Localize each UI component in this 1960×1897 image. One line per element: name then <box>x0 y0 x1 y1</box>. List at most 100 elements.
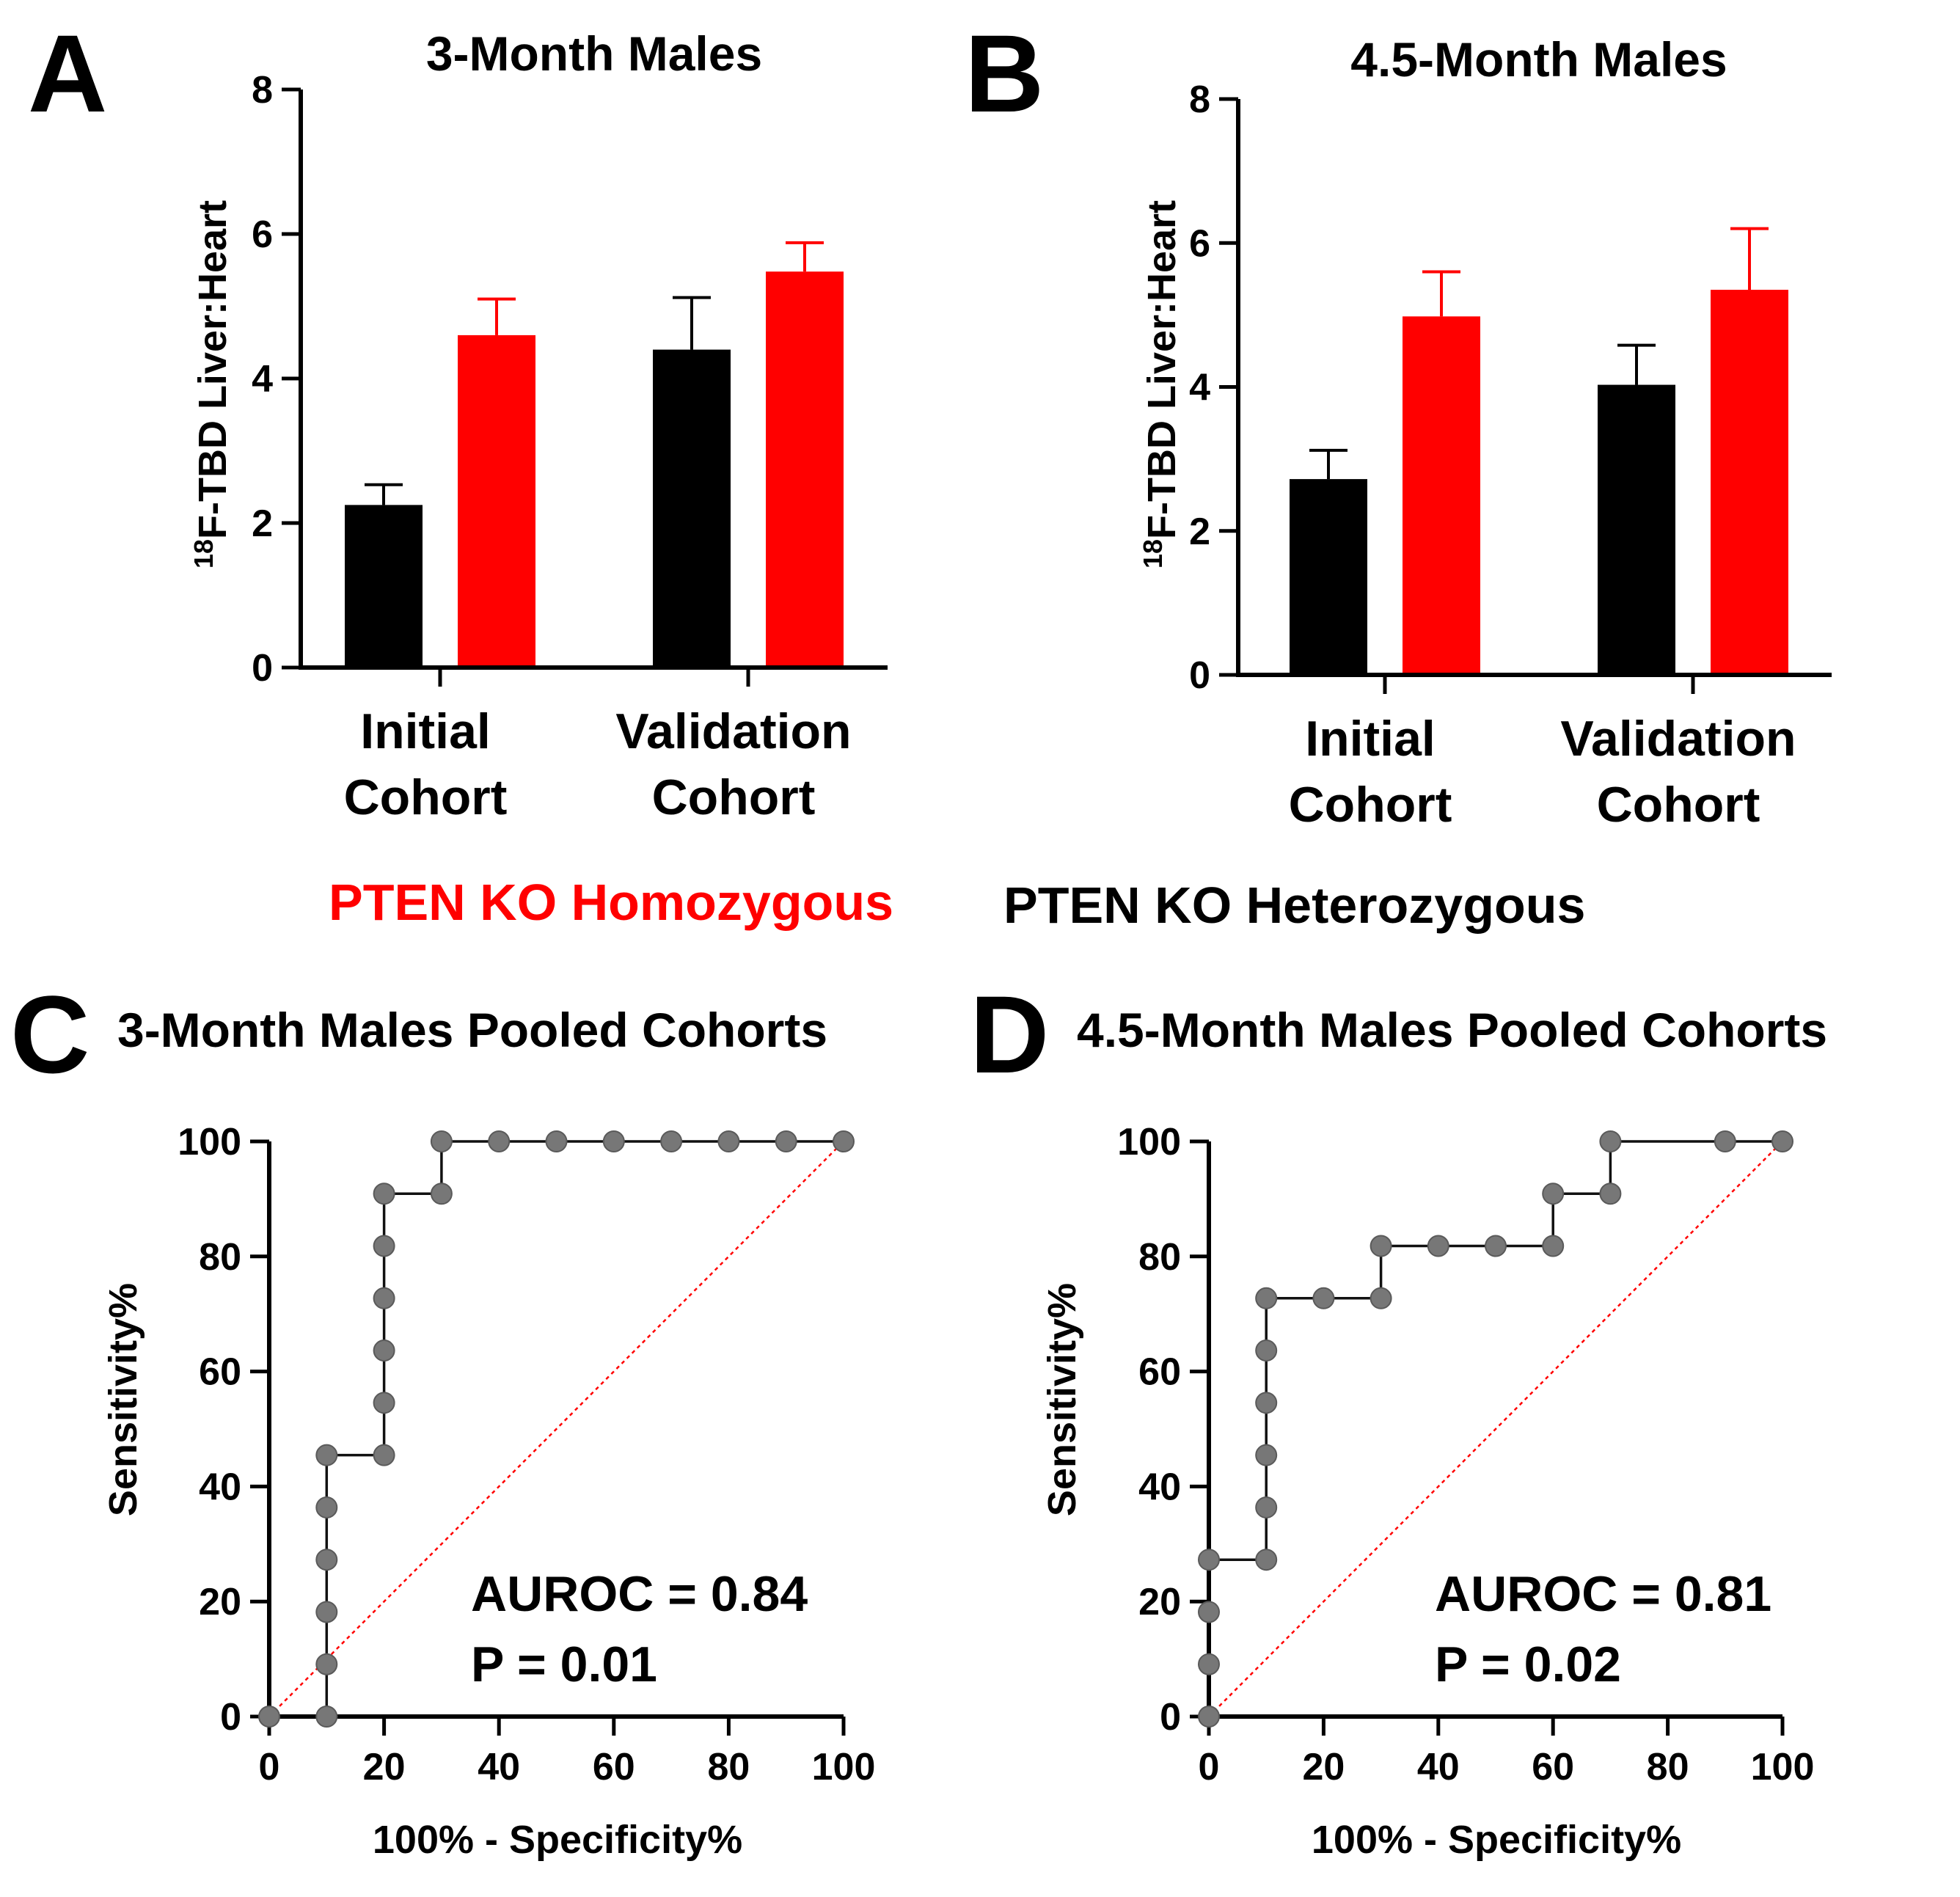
panel-letter-d: D <box>970 973 1049 1096</box>
panel-c-y-tick-label: 100 <box>178 1121 241 1163</box>
panel-d-roc-point <box>1198 1706 1220 1728</box>
panel-a-y-tick-label: 2 <box>252 502 273 545</box>
legend-heterozygous: PTEN KO Heterozygous <box>1003 877 1585 934</box>
panel-c-roc-point <box>430 1130 453 1152</box>
panel-a-y-axis-superscript: 18 <box>189 539 219 569</box>
panel-a-bar-homozygous-validation <box>766 271 844 668</box>
panel-d-roc-point <box>1542 1235 1565 1257</box>
panel-d-y-axis-title: Sensitivity% <box>1040 1283 1084 1516</box>
panel-d-roc-point <box>1771 1130 1793 1152</box>
panel-c-x-tick-label: 100 <box>812 1746 876 1788</box>
panel-d-roc-point <box>1714 1130 1736 1152</box>
panel-b-y-tick-label: 0 <box>1189 654 1210 697</box>
panel-d-y-tick-label: 40 <box>1138 1466 1181 1508</box>
panel-d-auroc: AUROC = 0.81 <box>1435 1566 1771 1622</box>
panel-d-roc-point <box>1312 1287 1335 1309</box>
panel-d-title: 4.5-Month Males Pooled Cohorts <box>1077 1003 1827 1057</box>
panel-c-y-tick-label: 60 <box>199 1351 241 1394</box>
panel-c-roc-point <box>833 1130 855 1152</box>
panel-b-category-label-validation: Validation <box>1560 711 1796 767</box>
panel-b-y-axis-title: 18F-TBD Liver:Heart <box>1138 200 1184 569</box>
panel-d-x-axis-title: 100% - Specificity% <box>1312 1818 1681 1862</box>
panel-d-y-tick-label: 60 <box>1138 1351 1181 1394</box>
panel-d-y-tick-label: 100 <box>1117 1121 1181 1163</box>
panel-c-roc-point <box>775 1130 797 1152</box>
panel-c-p-value: P = 0.01 <box>471 1637 657 1692</box>
panel-a-title: 3-Month Males <box>426 26 762 81</box>
panel-d: D 4.5-Month Males Pooled Cohorts Sensiti… <box>970 973 1827 1862</box>
panel-d-roc-point <box>1542 1183 1565 1205</box>
panel-d-roc-point <box>1599 1130 1622 1152</box>
panel-d-roc-point <box>1370 1287 1392 1309</box>
panel-a-y-axis-title: 18F-TBD Liver:Heart <box>189 200 235 569</box>
panel-c: C 3-Month Males Pooled Cohorts Sensitivi… <box>10 973 875 1862</box>
panel-a-y-tick-label: 0 <box>252 647 273 690</box>
panel-c-auroc: AUROC = 0.84 <box>471 1566 808 1622</box>
panel-b-title: 4.5-Month Males <box>1350 32 1727 87</box>
panel-c-y-axis-title: Sensitivity% <box>101 1283 145 1516</box>
panel-d-roc-point <box>1599 1183 1622 1205</box>
panel-d-plot: 0 20 40 60 80 100 0 20 40 60 80 100 <box>1117 1121 1814 1788</box>
panel-b-y-axis-superscript: 18 <box>1138 539 1168 569</box>
panel-c-x-axis-title: 100% - Specificity% <box>373 1818 742 1862</box>
panel-d-roc-point <box>1485 1235 1507 1257</box>
panel-c-y-tick-label: 80 <box>199 1236 241 1279</box>
panel-c-roc-point <box>315 1653 338 1675</box>
panel-d-x-tick-label: 0 <box>1199 1746 1220 1788</box>
panel-letter-b: B <box>965 12 1044 135</box>
panel-d-roc-point <box>1427 1235 1449 1257</box>
panel-b-y-tick-label: 8 <box>1189 78 1210 121</box>
panel-letter-a: A <box>28 12 107 135</box>
panel-c-roc-curve <box>269 1140 844 1718</box>
panel-c-roc-point <box>315 1706 338 1728</box>
panel-d-x-tick-label: 100 <box>1751 1746 1815 1788</box>
panel-a-y-tick-label: 4 <box>252 358 273 401</box>
panel-d-roc-point <box>1370 1235 1392 1257</box>
panel-c-x-tick-label: 40 <box>478 1746 520 1788</box>
panel-c-roc-point <box>373 1235 395 1257</box>
panel-a-y-tick-label: 8 <box>252 69 273 112</box>
panel-c-title: 3-Month Males Pooled Cohorts <box>117 1003 827 1057</box>
panel-c-x-tick-label: 0 <box>259 1746 280 1788</box>
panel-d-x-tick-label: 60 <box>1532 1746 1574 1788</box>
panel-d-roc-point <box>1255 1549 1278 1571</box>
panel-c-x-tick-label: 80 <box>707 1746 750 1788</box>
panel-c-y-tick-label: 0 <box>220 1696 241 1739</box>
panel-d-roc-point <box>1198 1601 1220 1623</box>
panel-b-category-label-initial: Initial <box>1305 711 1436 767</box>
panel-a-category-label-initial: Cohort <box>344 770 508 825</box>
panel-d-y-tick-label: 0 <box>1160 1696 1181 1739</box>
panel-c-roc-point <box>717 1130 740 1152</box>
panel-d-roc-point <box>1198 1653 1220 1675</box>
panel-b-y-tick-label: 4 <box>1189 367 1210 409</box>
panel-c-roc-point <box>373 1339 395 1362</box>
panel-c-roc-point <box>602 1130 625 1152</box>
legend: PTEN KO Homozygous PTEN KO Heterozygous <box>329 874 1585 934</box>
panel-c-y-tick-label: 20 <box>199 1581 241 1623</box>
panel-a: A 3-Month Males 18F-TBD Liver:Heart 0 2 4 6… <box>28 12 888 825</box>
panel-a-bar-homozygous-initial <box>458 335 535 668</box>
panel-d-p-value: P = 0.02 <box>1435 1637 1621 1692</box>
panel-d-roc-point <box>1255 1392 1278 1414</box>
panel-a-y-axis-label: F-TBD Liver:Heart <box>191 200 235 539</box>
panel-a-plot: 0 2 4 6 8 Initial Cohort Validation Cohort <box>252 69 888 825</box>
panel-b: B 4.5-Month Males 18F-TBD Liver:Heart 0 2… <box>965 12 1832 833</box>
panel-b-bar-homozygous-validation <box>1711 290 1788 675</box>
panel-c-x-tick-label: 60 <box>593 1746 635 1788</box>
panel-d-x-tick-label: 20 <box>1302 1746 1345 1788</box>
panel-c-roc-point <box>373 1183 395 1205</box>
panel-d-roc-point <box>1198 1549 1220 1571</box>
panel-b-y-axis-label: F-TBD Liver:Heart <box>1140 200 1184 539</box>
panel-c-roc-point <box>258 1706 280 1728</box>
panel-a-bar-heterozygous-validation <box>653 349 731 668</box>
panel-c-roc-point <box>488 1130 511 1152</box>
panel-d-x-tick-label: 80 <box>1647 1746 1689 1788</box>
panel-c-roc-point <box>545 1130 568 1152</box>
panel-b-plot: 0 2 4 6 8 Initial Cohort Validation Cohort <box>1189 78 1832 833</box>
panel-c-y-tick-label: 40 <box>199 1466 241 1508</box>
panel-d-reference-line <box>1208 1141 1783 1717</box>
panel-c-plot: 0 20 40 60 80 100 0 20 40 60 80 100 <box>178 1121 875 1788</box>
panel-c-roc-point <box>315 1496 338 1518</box>
legend-homozygous: PTEN KO Homozygous <box>329 874 893 931</box>
